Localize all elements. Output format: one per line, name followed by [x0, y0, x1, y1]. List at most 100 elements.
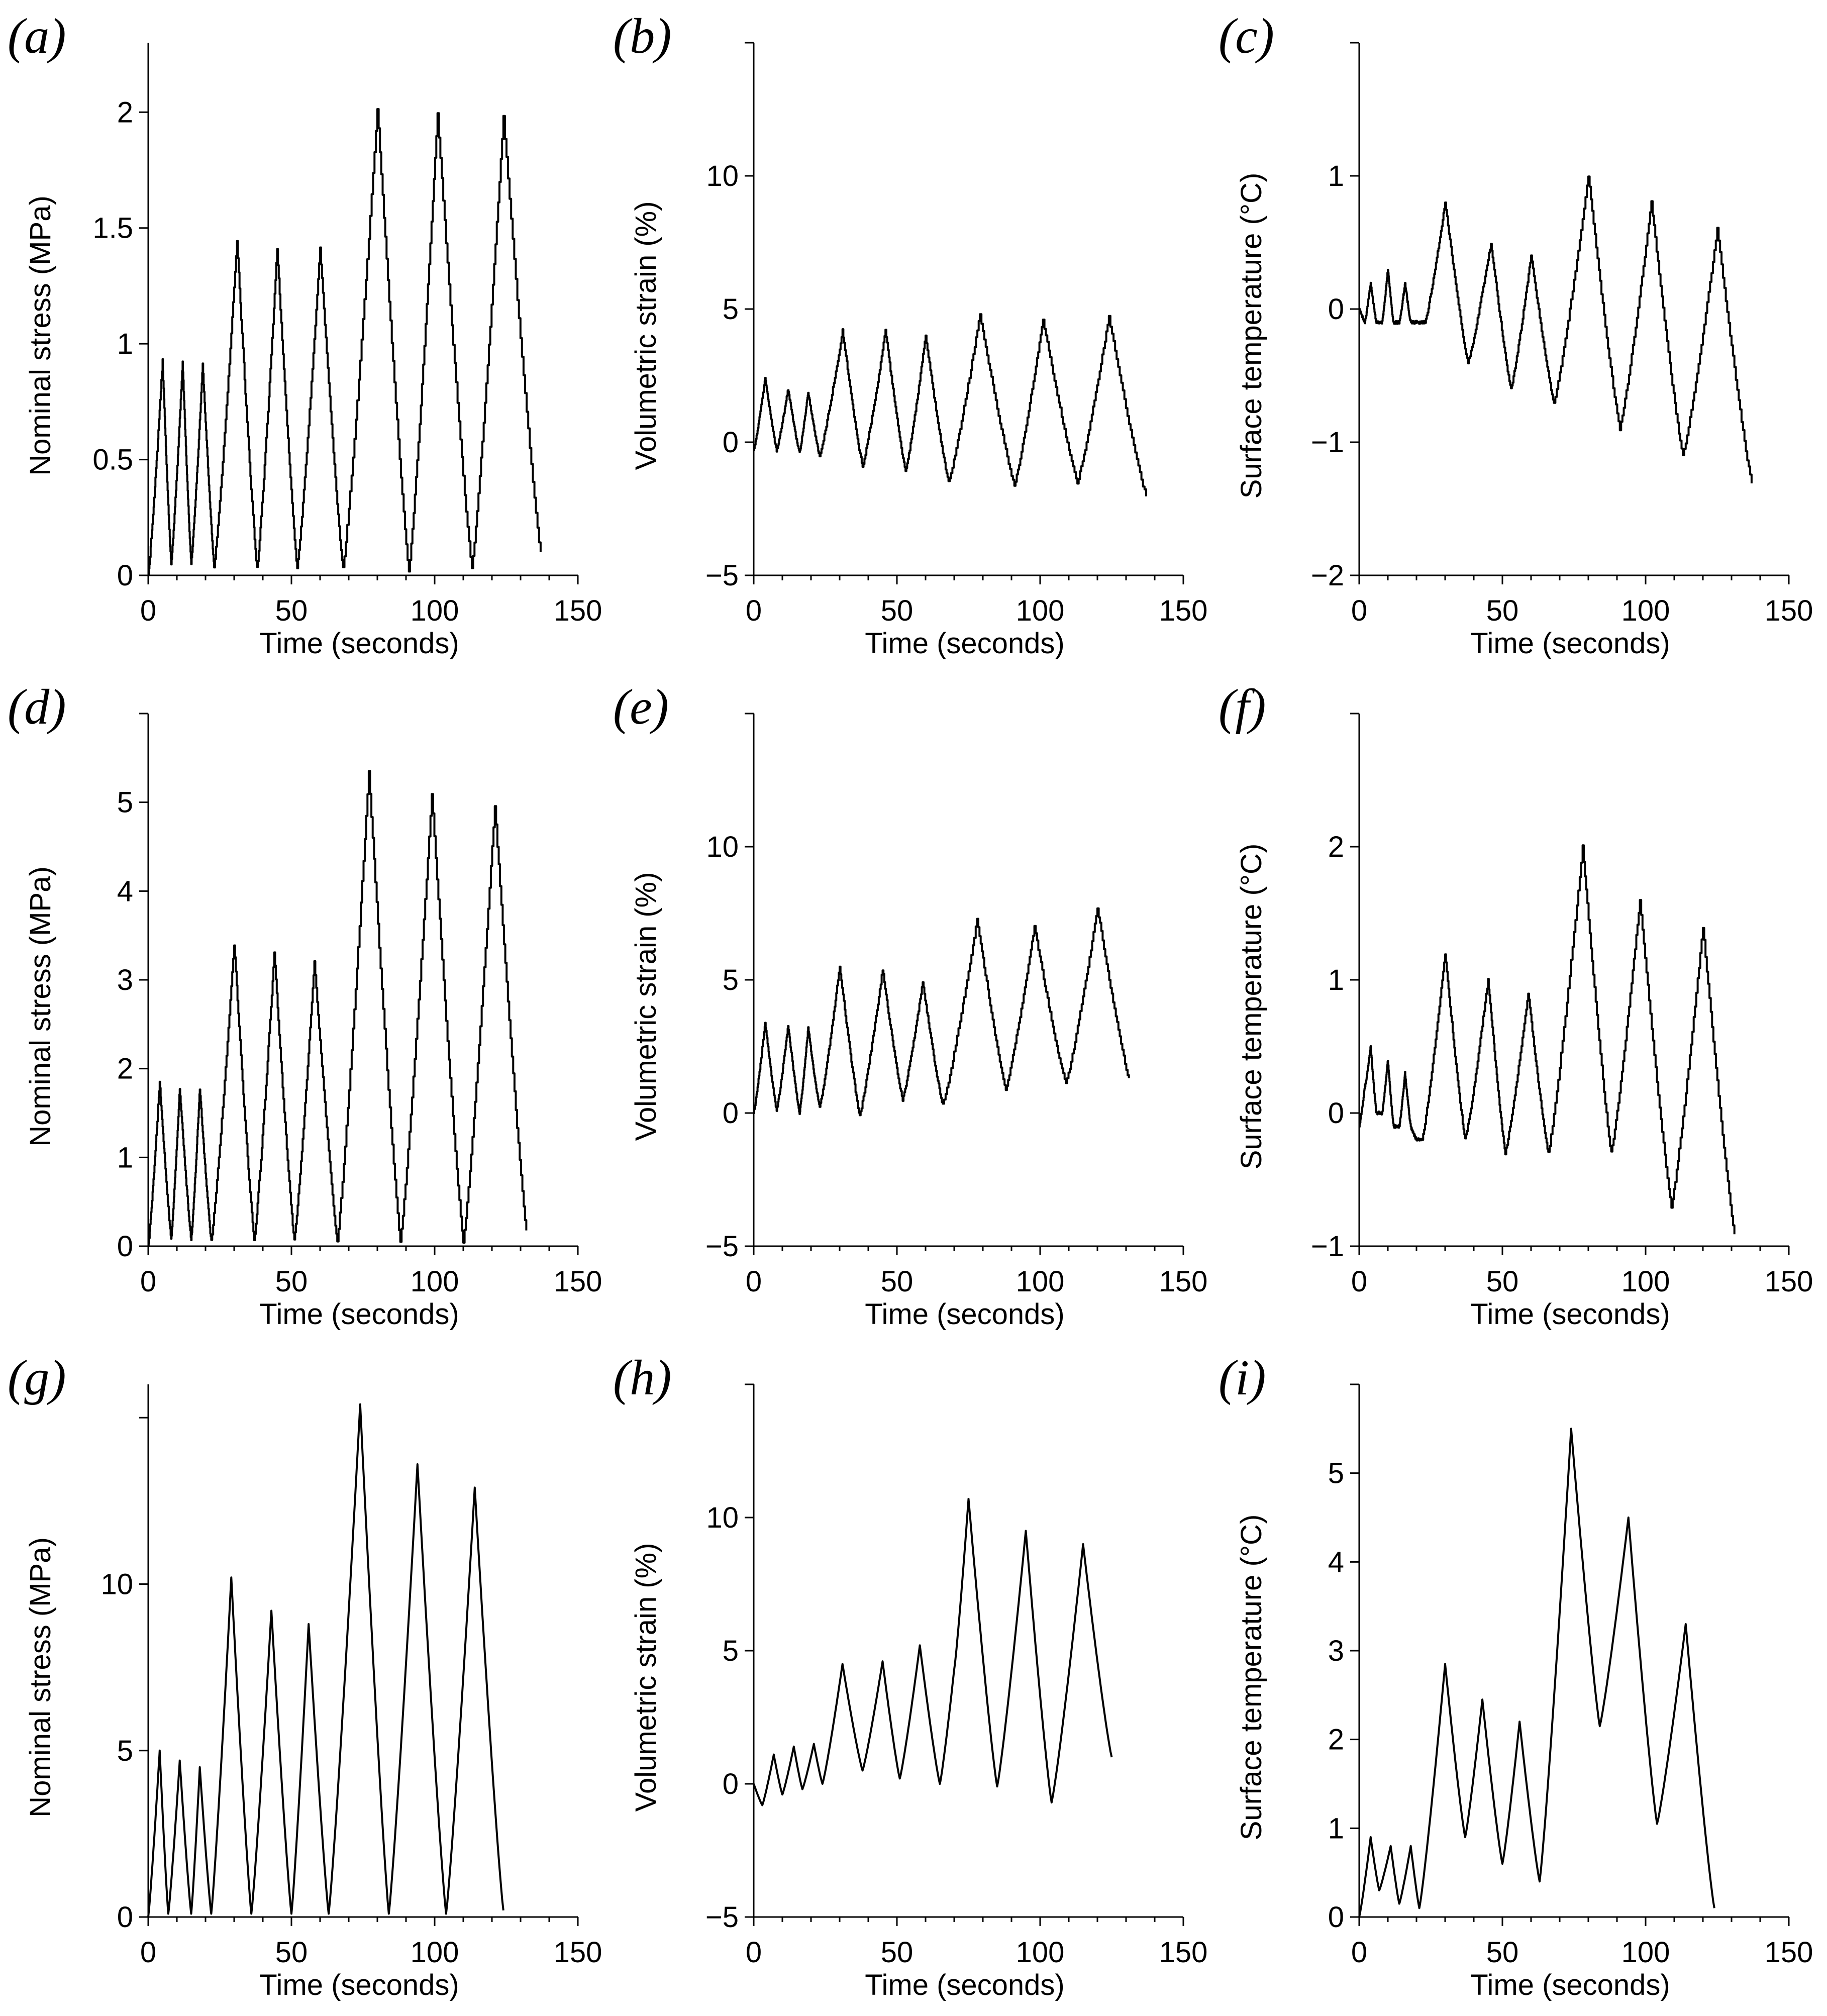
- y-tick-label: 5: [723, 293, 739, 326]
- y-tick-label: −2: [1311, 559, 1344, 592]
- y-axis-label: Nominal stress (MPa): [24, 866, 57, 1147]
- x-tick-label: 50: [881, 1265, 914, 1298]
- x-axis-label: Time (seconds): [1470, 1298, 1670, 1331]
- axis-frame: [147, 714, 578, 1247]
- y-tick-label: −5: [705, 1230, 739, 1263]
- y-axis-label: Volumetric strain (%): [630, 1543, 662, 1811]
- x-tick-label: 100: [1016, 1265, 1065, 1298]
- x-tick-label: 100: [411, 1265, 459, 1298]
- y-tick-label: 0: [723, 1097, 739, 1130]
- panel-label: (a): [8, 8, 66, 64]
- data-series-line: [1358, 844, 1736, 1235]
- y-tick-label: 3: [117, 964, 133, 996]
- data-series-line: [753, 1497, 1113, 1806]
- y-tick-label: 10: [100, 1568, 133, 1601]
- x-tick-label: 150: [1159, 1265, 1208, 1298]
- y-tick-label: 1: [1328, 160, 1344, 192]
- y-axis-label: Surface temperature (°C): [1235, 173, 1268, 499]
- y-tick-label: 1: [117, 1141, 133, 1174]
- y-tick-label: 0: [1328, 1097, 1344, 1130]
- x-tick-label: 150: [1765, 594, 1813, 627]
- x-tick-label: 50: [1486, 1936, 1519, 1969]
- x-axis-label: Time (seconds): [259, 627, 459, 660]
- panel-g: (g) 0 50 100 150 0 5 10 Time (seconds) Nominal st…: [8, 1350, 602, 2001]
- x-axis-label: Time (seconds): [865, 1969, 1065, 2001]
- panel-a: (a) 0 50 100 150 0 0.5 1 1.5 2 Time (seconds) Nomin…: [8, 8, 602, 660]
- y-tick-label: 0: [117, 559, 133, 592]
- panel-label: (f): [1219, 679, 1266, 735]
- x-tick-label: 50: [1486, 1265, 1519, 1298]
- y-tick-label: −5: [705, 1901, 739, 1934]
- x-tick-label: 50: [881, 1936, 914, 1969]
- y-tick-label: 2: [117, 96, 133, 129]
- y-tick-label: 1: [1328, 1812, 1344, 1845]
- y-axis-label: Volumetric strain (%): [630, 201, 662, 470]
- panel-label: (h): [613, 1350, 672, 1405]
- x-tick-label: 100: [1016, 1936, 1065, 1969]
- y-tick-label: 10: [706, 1501, 739, 1534]
- x-tick-label: 150: [554, 1936, 602, 1969]
- x-tick-label: 100: [1621, 1936, 1670, 1969]
- y-tick-label: 5: [723, 1635, 739, 1667]
- x-tick-label: 150: [1159, 594, 1208, 627]
- x-tick-label: 100: [1621, 594, 1670, 627]
- panel-d: (d) 0 50 100 150 0 1 2 3 4 5 Time (seconds) Nominal …: [8, 679, 602, 1331]
- x-tick-label: 0: [1351, 594, 1367, 627]
- x-tick-label: 50: [881, 594, 914, 627]
- y-tick-label: 0: [723, 1768, 739, 1800]
- y-axis-label: Surface temperature (°C): [1235, 844, 1268, 1170]
- axis-frame: [1358, 43, 1789, 576]
- x-tick-label: 0: [746, 1265, 762, 1298]
- y-tick-label: 1.5: [92, 212, 133, 245]
- y-axis-label: Surface temperature (°C): [1235, 1515, 1268, 1841]
- axis-frame: [147, 43, 578, 576]
- y-tick-label: 5: [117, 1735, 133, 1767]
- axis-frame: [1358, 714, 1789, 1247]
- x-tick-label: 50: [275, 594, 308, 627]
- axis-frame: [753, 1384, 1183, 1918]
- panel-i: (i) 0 50 100 150 0 1 2 3 4 5 Time (seconds) Surface …: [1219, 1350, 1813, 2001]
- y-tick-label: 4: [1328, 1546, 1344, 1578]
- x-axis-label: Time (seconds): [1470, 627, 1670, 660]
- y-axis-label: Nominal stress (MPa): [24, 1537, 57, 1818]
- axis-frame: [753, 43, 1183, 576]
- x-tick-label: 150: [1159, 1936, 1208, 1969]
- panel-label: (g): [8, 1350, 66, 1405]
- y-tick-label: 1: [117, 328, 133, 360]
- y-tick-label: −1: [1311, 1230, 1344, 1263]
- panel-label: (c): [1219, 8, 1274, 64]
- x-tick-label: 150: [554, 1265, 602, 1298]
- data-series-line: [1358, 175, 1753, 483]
- x-tick-label: 150: [1765, 1265, 1813, 1298]
- x-tick-label: 50: [275, 1265, 308, 1298]
- data-series-line: [753, 907, 1130, 1117]
- x-tick-label: 0: [140, 1936, 156, 1969]
- y-tick-label: 5: [1328, 1457, 1344, 1490]
- x-tick-label: 100: [411, 1936, 459, 1969]
- x-tick-label: 0: [1351, 1936, 1367, 1969]
- panel-c: (c) 0 50 100 150 −2 −1 0 1 Time (seconds) Surface …: [1219, 8, 1813, 660]
- y-tick-label: 10: [706, 831, 739, 863]
- y-tick-label: 5: [723, 964, 739, 996]
- x-axis-label: Time (seconds): [259, 1969, 459, 2001]
- data-series-line: [147, 1403, 504, 1918]
- x-tick-label: 0: [746, 1936, 762, 1969]
- x-tick-label: 50: [275, 1936, 308, 1969]
- y-tick-label: 10: [706, 160, 739, 192]
- y-tick-label: 4: [117, 875, 133, 908]
- x-tick-label: 0: [140, 594, 156, 627]
- x-tick-label: 100: [1621, 1265, 1670, 1298]
- data-series-line: [1358, 1428, 1715, 1918]
- y-tick-label: 2: [1328, 831, 1344, 863]
- x-tick-label: 150: [554, 594, 602, 627]
- x-axis-label: Time (seconds): [865, 1298, 1065, 1331]
- panel-label: (d): [8, 679, 66, 735]
- y-tick-label: 1: [1328, 964, 1344, 996]
- x-tick-label: 100: [411, 594, 459, 627]
- y-tick-label: 2: [1328, 1724, 1344, 1756]
- x-tick-label: 0: [140, 1265, 156, 1298]
